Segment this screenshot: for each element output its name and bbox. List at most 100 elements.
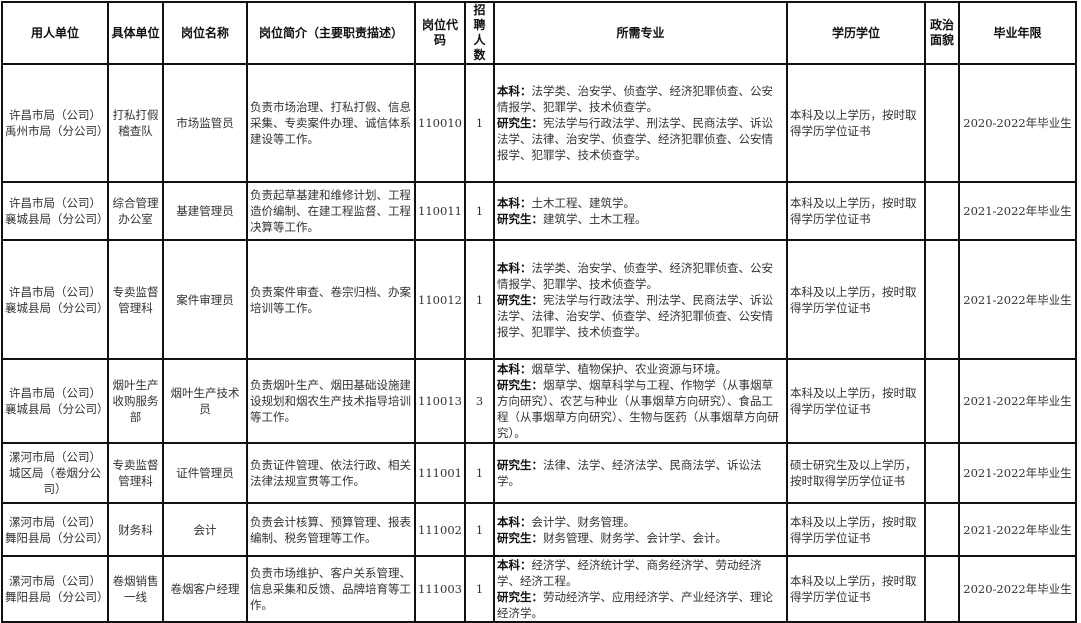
cell-count: 1 xyxy=(464,181,495,241)
cell-post: 证件管理员 xyxy=(162,442,248,504)
undergrad-majors: 经济学、经济统计学、商务经济学、劳动经济学、经济工程。 xyxy=(497,558,762,588)
cell-code: 110010 xyxy=(414,63,466,183)
cell-years: 2021-2022年毕业生 xyxy=(958,442,1077,504)
undergrad-label: 本科： xyxy=(497,514,532,529)
cell-code: 110013 xyxy=(414,358,466,444)
grad-label: 研究生： xyxy=(497,116,543,130)
cell-code: 110011 xyxy=(414,181,466,241)
cell-years: 2021-2022年毕业生 xyxy=(958,239,1077,360)
grad-label: 研究生： xyxy=(497,530,543,545)
header-years: 毕业年限 xyxy=(958,1,1077,65)
grad-majors: 建筑学、土木工程。 xyxy=(543,212,647,226)
header-row: 用人单位 具体单位 岗位名称 岗位简介（主要职责描述） 岗位代码 招聘人数 所需专业 学历学位… xyxy=(1,1,1077,65)
cell-count: 1 xyxy=(464,502,495,557)
cell-desc: 负责烟叶生产、烟田基础设施建设规划和烟农生产技术指导培训等工作。 xyxy=(246,358,416,444)
table-row: 许昌市局（公司）襄城县局（分公司） 综合管理办公室 基建管理员 负责起草基建和维修计划… xyxy=(1,181,1077,241)
header-desc: 岗位简介（主要职责描述） xyxy=(246,1,416,65)
grad-majors: 宪法学与行政法学、刑法学、民商法学、诉讼法学、法律、治安学、侦查学、经济犯罪侦查… xyxy=(497,292,773,339)
undergrad-label: 本科： xyxy=(497,260,532,275)
grad-majors: 劳动经济学、应用经济学、产业经济学、理论经济学。 xyxy=(497,590,773,620)
cell-unit: 漯河市局（公司）舞阳县局（分公司） xyxy=(1,555,109,623)
cell-political xyxy=(924,502,960,557)
cell-code: 111002 xyxy=(414,502,466,557)
cell-dept: 打私打假稽查队 xyxy=(107,63,164,183)
cell-count: 3 xyxy=(464,358,495,444)
table-row: 许昌市局（公司）禹州市局（分公司） 打私打假稽查队 市场监管员 负责市场治理、打私打假… xyxy=(1,63,1077,183)
cell-post: 基建管理员 xyxy=(162,181,248,241)
cell-desc: 负责市场治理、打私打假、信息采集、专卖案件办理、诚信体系建设等工作。 xyxy=(246,63,416,183)
cell-post: 卷烟客户经理 xyxy=(162,555,248,623)
cell-dept: 专卖监督管理科 xyxy=(107,239,164,360)
cell-unit: 许昌市局（公司）禹州市局（分公司） xyxy=(1,63,109,183)
grad-majors: 烟草学、烟草科学与工程、作物学（从事烟草方向研究）、农艺与种业（从事烟草方向研究… xyxy=(497,378,779,440)
cell-dept: 综合管理办公室 xyxy=(107,181,164,241)
grad-majors: 法律、法学、经济法学、民商法学、诉讼法学。 xyxy=(497,458,762,488)
undergrad-label: 本科： xyxy=(497,84,532,98)
cell-code: 111001 xyxy=(414,442,466,504)
grad-label: 研究生： xyxy=(497,292,543,307)
cell-desc: 负责证件管理、依法行政、相关法律法规宣贯等工作。 xyxy=(246,442,416,504)
cell-years: 2020-2022年毕业生 xyxy=(958,63,1077,183)
cell-unit: 漯河市局（公司）城区局（卷烟分公司） xyxy=(1,442,109,504)
cell-count: 1 xyxy=(464,63,495,183)
cell-desc: 负责起草基建和维修计划、工程造价编制、在建工程监督、工程决算等工作。 xyxy=(246,181,416,241)
undergrad-label: 本科： xyxy=(497,196,532,210)
cell-years: 2020-2022年毕业生 xyxy=(958,555,1077,623)
undergrad-majors: 土木工程、建筑学。 xyxy=(531,196,636,210)
header-dept: 具体单位 xyxy=(107,1,164,65)
grad-label: 研究生： xyxy=(497,590,543,604)
cell-unit: 许昌市局（公司）襄城县局（分公司） xyxy=(1,239,109,360)
cell-edu: 本科及以上学历，按时取得学历学位证书 xyxy=(786,555,926,623)
cell-edu: 本科及以上学历，按时取得学历学位证书 xyxy=(786,181,926,241)
header-count: 招聘人数 xyxy=(464,1,495,65)
cell-dept: 专卖监督管理科 xyxy=(107,442,164,504)
cell-major: 本科：法学类、治安学、侦查学、经济犯罪侦查、公安情报学、犯罪学、技术侦查学。研究… xyxy=(493,63,788,183)
grad-majors: 财务管理、财务学、会计学、会计。 xyxy=(543,530,727,545)
header-edu: 学历学位 xyxy=(786,1,926,65)
header-political: 政治面貌 xyxy=(924,1,960,65)
undergrad-majors: 会计学、财务管理。 xyxy=(531,514,636,529)
header-unit: 用人单位 xyxy=(1,1,109,65)
cell-years: 2021-2022年毕业生 xyxy=(958,181,1077,241)
cell-code: 111003 xyxy=(414,555,466,623)
grad-label: 研究生： xyxy=(497,458,543,472)
cell-major: 本科：土木工程、建筑学。 研究生：建筑学、土木工程。 xyxy=(493,181,788,241)
cell-unit: 漯河市局（公司）舞阳县局（分公司） xyxy=(1,502,109,557)
cell-years: 2021-2022年毕业生 xyxy=(958,502,1077,557)
cell-edu: 硕士研究生及以上学历，按时取得学历学位证书 xyxy=(786,442,926,504)
cell-major: 本科：会计学、财务管理。 研究生：财务管理、财务学、会计学、会计。 xyxy=(493,502,788,557)
cell-edu: 本科及以上学历，按时取得学历学位证书 xyxy=(786,63,926,183)
cell-post: 案件审理员 xyxy=(162,239,248,360)
cell-post: 市场监管员 xyxy=(162,63,248,183)
cell-count: 1 xyxy=(464,239,495,360)
cell-post: 烟叶生产技术员 xyxy=(162,358,248,444)
table-row: 漯河市局（公司）城区局（卷烟分公司） 专卖监督管理科 证件管理员 负责证件管理、依法行… xyxy=(1,442,1077,504)
cell-desc: 负责案件审查、卷宗归档、办案培训等工作。 xyxy=(246,239,416,360)
header-major: 所需专业 xyxy=(493,1,788,65)
cell-major: 研究生：法律、法学、经济法学、民商法学、诉讼法学。 xyxy=(493,442,788,504)
cell-political xyxy=(924,181,960,241)
cell-desc: 负责会计核算、预算管理、报表编制、税务管理等工作。 xyxy=(246,502,416,557)
cell-major: 本科：经济学、经济统计学、商务经济学、劳动经济学、经济工程。 研究生：劳动经济学、… xyxy=(493,555,788,623)
cell-dept: 财务科 xyxy=(107,502,164,557)
cell-dept: 卷烟销售一线 xyxy=(107,555,164,623)
header-post: 岗位名称 xyxy=(162,1,248,65)
cell-political xyxy=(924,555,960,623)
table-row: 许昌市局（公司）襄城县局（分公司） 专卖监督管理科 案件审理员 负责案件审查、卷宗归档… xyxy=(1,239,1077,360)
cell-political xyxy=(924,239,960,360)
undergrad-majors: 烟草学、植物保护、农业资源与环境。 xyxy=(531,362,728,376)
cell-count: 1 xyxy=(464,555,495,623)
cell-code: 110012 xyxy=(414,239,466,360)
undergrad-majors: 法学类、治安学、侦查学、经济犯罪侦查、公安情报学、犯罪学、技术侦查学。 xyxy=(497,84,773,114)
cell-edu: 本科及以上学历，按时取得学历学位证书 xyxy=(786,358,926,444)
cell-major: 本科：烟草学、植物保护、农业资源与环境。 研究生：烟草学、烟草科学与工程、作物学（… xyxy=(493,358,788,444)
cell-post: 会计 xyxy=(162,502,248,557)
cell-dept: 烟叶生产收购服务部 xyxy=(107,358,164,444)
cell-political xyxy=(924,442,960,504)
cell-years: 2021-2022年毕业生 xyxy=(958,358,1077,444)
grad-majors: 宪法学与行政法学、刑法学、民商法学、诉讼法学、法律、治安学、侦查学、经济犯罪侦查… xyxy=(497,116,773,162)
cell-unit: 许昌市局（公司）襄城县局（分公司） xyxy=(1,181,109,241)
cell-desc: 负责市场维护、客户关系管理、信息采集和反馈、品牌培育等工作。 xyxy=(246,555,416,623)
cell-political xyxy=(924,63,960,183)
undergrad-label: 本科： xyxy=(497,362,532,376)
